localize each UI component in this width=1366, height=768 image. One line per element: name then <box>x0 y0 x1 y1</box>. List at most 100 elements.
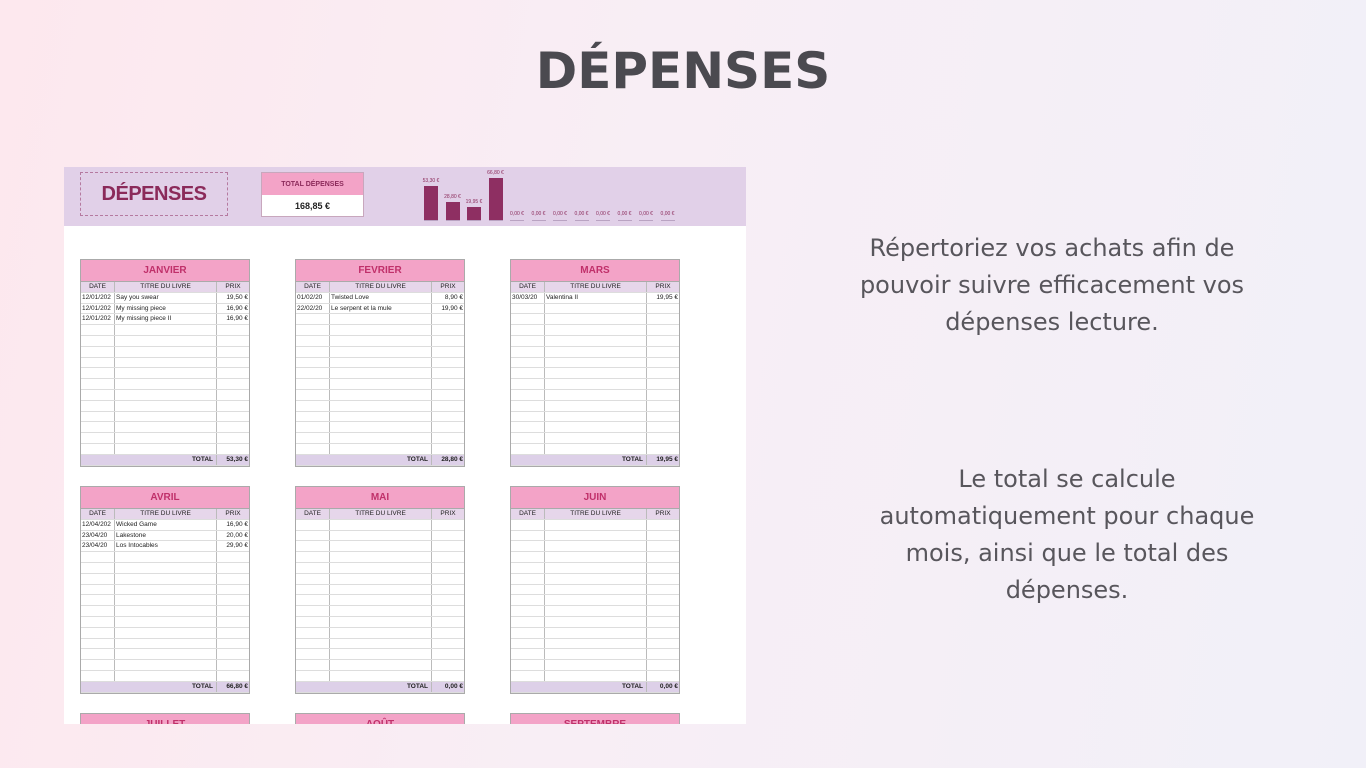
column-label: TITRE DU LIVRE <box>115 282 217 292</box>
table-row <box>81 627 249 639</box>
cell <box>81 660 115 670</box>
cell <box>545 389 647 400</box>
column-label: TITRE DU LIVRE <box>545 509 647 519</box>
cell: 8,90 € <box>444 293 463 301</box>
table-row <box>511 379 679 390</box>
cell <box>81 573 115 584</box>
cell <box>330 584 432 595</box>
cell <box>115 573 217 584</box>
table-row <box>511 368 679 380</box>
month-table: AOÛT <box>295 713 465 724</box>
cell <box>545 584 647 595</box>
table-row <box>296 519 464 531</box>
cell <box>432 336 464 346</box>
cell: Say you swear <box>115 292 217 303</box>
month-table: SEPTEMBRE <box>510 713 680 724</box>
cell <box>647 541 679 551</box>
table-row <box>296 314 464 326</box>
table-row <box>511 660 679 671</box>
cell <box>545 638 647 649</box>
table-row <box>511 562 679 574</box>
cell <box>81 389 115 400</box>
cell: 29,90 € <box>226 542 248 550</box>
cell <box>296 411 330 422</box>
bar-baseline <box>553 220 567 221</box>
cell <box>432 552 464 562</box>
cell: 12/04/202 <box>81 519 115 530</box>
column-label: PRIX <box>225 283 241 290</box>
table-row <box>296 400 464 412</box>
cell <box>115 660 217 670</box>
cell <box>511 573 545 584</box>
header-band <box>64 167 746 226</box>
table-row <box>296 422 464 434</box>
cell <box>81 411 115 422</box>
cell <box>545 303 647 314</box>
column-label: PRIX <box>655 510 671 517</box>
month-name: MARS <box>511 260 679 282</box>
month-name: FEVRIER <box>296 260 464 282</box>
table-row <box>81 616 249 628</box>
cell <box>296 584 330 595</box>
table-row <box>296 389 464 401</box>
table-row <box>81 379 249 390</box>
bar-baseline <box>445 220 460 221</box>
table-row <box>296 357 464 369</box>
cell <box>511 660 545 670</box>
table-row <box>81 433 249 444</box>
table-row <box>81 443 249 455</box>
cell <box>81 433 115 443</box>
cell <box>647 531 679 541</box>
column-label: TITRE DU LIVRE <box>330 282 432 292</box>
cell <box>647 368 679 378</box>
table-row <box>81 670 249 682</box>
bar-baseline <box>510 220 524 221</box>
cell <box>511 357 545 368</box>
table-row: 12/01/202 My missing piece II 16,90 € <box>81 314 249 326</box>
cell <box>330 670 432 681</box>
cell <box>81 422 115 433</box>
cell <box>296 606 330 616</box>
cell <box>432 595 464 605</box>
table-row <box>296 562 464 574</box>
cell: 12/01/202 <box>81 292 115 303</box>
cell <box>217 325 249 335</box>
table-row <box>511 638 679 650</box>
cell <box>296 541 330 552</box>
cell <box>511 379 545 389</box>
month-name: JANVIER <box>81 260 249 282</box>
table-row <box>81 325 249 336</box>
cell <box>545 660 647 670</box>
cell <box>296 519 330 530</box>
cell <box>81 368 115 379</box>
cell <box>330 541 432 552</box>
table-row: 23/04/20 Los Intocables 29,90 € <box>81 541 249 553</box>
cell <box>296 379 330 389</box>
total-value: 19,95 € <box>656 455 678 463</box>
cell <box>545 443 647 454</box>
column-label: DATE <box>81 282 115 292</box>
cell <box>217 606 249 616</box>
cell <box>296 530 330 541</box>
total-box: TOTAL DÉPENSES 168,85 € <box>261 172 364 217</box>
cell <box>647 563 679 573</box>
cell <box>217 671 249 681</box>
bar-baseline <box>467 220 481 221</box>
cell <box>511 368 545 379</box>
cell <box>511 595 545 606</box>
table-row <box>81 595 249 607</box>
cell <box>330 335 432 346</box>
cell <box>545 346 647 357</box>
cell <box>217 574 249 584</box>
month-table: MAI DATE TITRE DU LIVRE PRIX TOTAL 0,00 € <box>295 486 465 694</box>
cell <box>330 649 432 660</box>
cell <box>511 325 545 335</box>
cell <box>511 411 545 422</box>
cell <box>545 335 647 346</box>
table-row <box>81 584 249 596</box>
cell: 16,90 € <box>226 304 248 312</box>
cell <box>296 325 330 335</box>
total-value: 0,00 € <box>444 682 463 690</box>
table-row <box>81 552 249 563</box>
cell <box>432 358 464 368</box>
